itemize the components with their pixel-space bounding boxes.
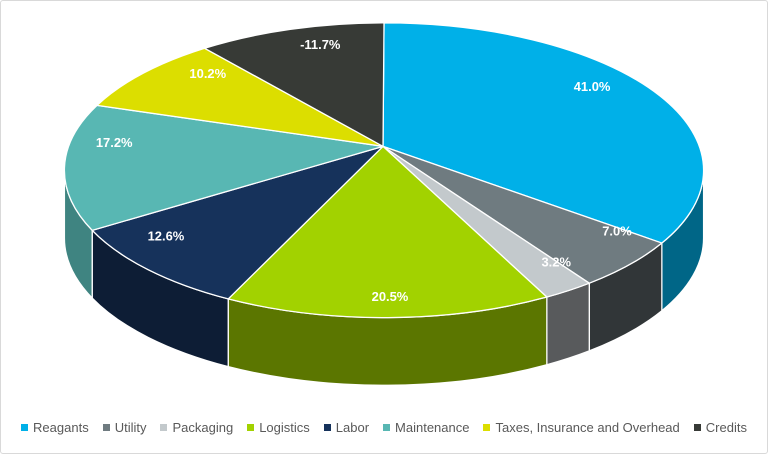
data-label-maintenance: 17.2% <box>96 135 133 150</box>
legend-swatch-icon <box>383 424 391 431</box>
legend-item-utility[interactable]: Utility <box>102 420 147 435</box>
legend-item-labor[interactable]: Labor <box>323 420 370 435</box>
pie-slice-maintenance[interactable] <box>63 104 384 231</box>
legend-swatch-icon <box>102 424 110 431</box>
pie-slice-taxes-insurance-and-overhead[interactable] <box>96 47 384 148</box>
legend-swatch-icon <box>247 424 255 431</box>
chart-legend: Reagants Utility Packaging Logistics Labor Ma… <box>1 420 767 435</box>
pie-slice-reagants[interactable] <box>382 22 705 244</box>
legend-item-taxes-insurance-and-overhead[interactable]: Taxes, Insurance and Overhead <box>483 420 680 435</box>
data-label-labor: 12.6% <box>148 228 185 243</box>
legend-label: Reagants <box>33 420 89 435</box>
data-label-taxes-insurance-and-overhead: 10.2% <box>189 66 226 81</box>
legend-swatch-icon <box>21 424 29 431</box>
legend-label: Packaging <box>172 420 234 435</box>
legend-item-credits[interactable]: Credits <box>693 420 747 435</box>
data-label-logistics: 20.5% <box>372 289 409 304</box>
legend-label: Taxes, Insurance and Overhead <box>495 420 680 435</box>
legend-item-maintenance[interactable]: Maintenance <box>383 420 469 435</box>
data-label-packaging: 3.2% <box>541 254 571 269</box>
legend-item-logistics[interactable]: Logistics <box>247 420 310 435</box>
pie-slice-labor[interactable] <box>91 145 384 300</box>
legend-swatch-icon <box>323 424 331 431</box>
data-label-credits: -11.7% <box>300 37 341 52</box>
data-label-utility: 7.0% <box>602 223 632 238</box>
legend-swatch-icon <box>693 424 701 431</box>
legend-item-reagants[interactable]: Reagants <box>21 420 89 435</box>
legend-swatch-icon <box>483 424 491 431</box>
data-label-reagants: 41.0% <box>574 79 611 94</box>
legend-swatch-icon <box>160 424 168 431</box>
legend-label: Utility <box>114 420 147 435</box>
legend-label: Maintenance <box>395 420 470 435</box>
pie-slice-credits[interactable] <box>204 22 385 148</box>
legend-label: Credits <box>705 420 747 435</box>
pie-slice-logistics[interactable] <box>227 145 548 319</box>
legend-label: Logistics <box>259 420 310 435</box>
legend-item-packaging[interactable]: Packaging <box>160 420 233 435</box>
legend-label: Labor <box>335 420 370 435</box>
